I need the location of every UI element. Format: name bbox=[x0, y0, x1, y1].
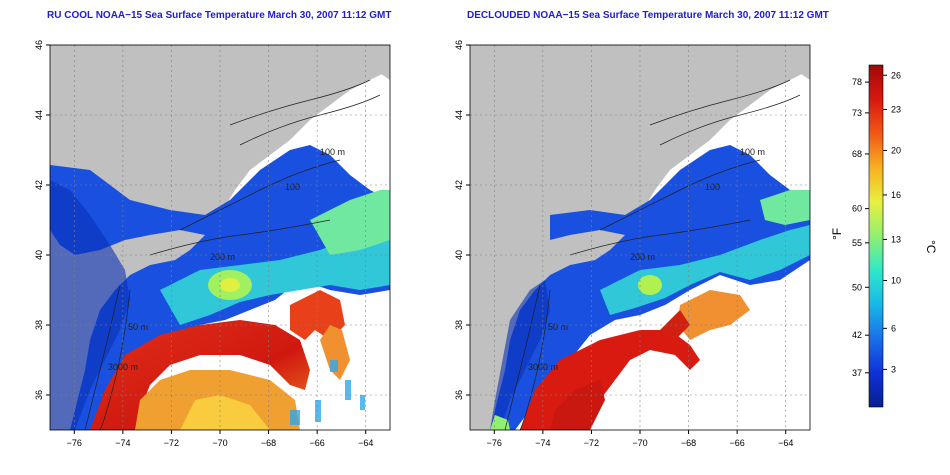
fahrenheit-tick-label: 60 bbox=[852, 204, 862, 214]
contour-label: 100 bbox=[705, 182, 720, 192]
x-tick-label: −74 bbox=[115, 438, 130, 448]
x-tick-label: −70 bbox=[632, 438, 647, 448]
y-tick-label: 42 bbox=[34, 180, 44, 190]
land-mass bbox=[470, 45, 810, 430]
y-tick-label: 38 bbox=[454, 320, 464, 330]
x-tick-label: −66 bbox=[730, 438, 745, 448]
y-tick-label: 42 bbox=[454, 180, 464, 190]
celsius-tick-label: 20 bbox=[891, 146, 901, 156]
left-sst-map: 100 m 100 200 m 50 m 3000 m −76 −74 −72 −70… bbox=[34, 40, 391, 448]
x-tick-label: −76 bbox=[487, 438, 502, 448]
contour-label: 100 bbox=[285, 182, 300, 192]
celsius-tick-label: 26 bbox=[891, 70, 901, 80]
celsius-tick-label: 10 bbox=[891, 275, 901, 285]
fahrenheit-label: °F bbox=[830, 228, 844, 240]
y-tick-label: 46 bbox=[34, 40, 44, 50]
x-tick-label: −64 bbox=[778, 438, 793, 448]
celsius-tick-label: 13 bbox=[891, 234, 901, 244]
x-tick-label: −68 bbox=[681, 438, 696, 448]
contour-label: 100 m bbox=[320, 147, 345, 157]
fahrenheit-tick-label: 37 bbox=[852, 368, 862, 378]
contour-label: 50 m bbox=[128, 322, 148, 332]
colorbar-gradient bbox=[868, 64, 884, 408]
fahrenheit-tick-label: 42 bbox=[852, 330, 862, 340]
y-tick-label: 40 bbox=[454, 250, 464, 260]
fahrenheit-tick-label: 50 bbox=[852, 282, 862, 292]
celsius-tick-label: 16 bbox=[891, 190, 901, 200]
x-tick-label: −76 bbox=[67, 438, 82, 448]
contour-label: 200 m bbox=[630, 252, 655, 262]
y-tick-label: 36 bbox=[34, 390, 44, 400]
celsius-label: °C bbox=[924, 240, 938, 254]
fahrenheit-tick-label: 73 bbox=[852, 108, 862, 118]
right-map-title: DECLOUDED NOAA−15 Sea Surface Temperatur… bbox=[467, 10, 829, 21]
y-tick-label: 36 bbox=[454, 390, 464, 400]
x-tick-label: −72 bbox=[584, 438, 599, 448]
fahrenheit-tick-label: 78 bbox=[852, 77, 862, 87]
left-map-title: RU COOL NOAA−15 Sea Surface Temperature … bbox=[47, 10, 392, 21]
fahrenheit-tick-label: 55 bbox=[852, 238, 862, 248]
fahrenheit-tick-label: 68 bbox=[852, 149, 862, 159]
y-tick-label: 44 bbox=[454, 110, 464, 120]
celsius-tick-label: 6 bbox=[891, 323, 896, 333]
right-sst-map: 100 m 100 200 m 50 m 3000 m −76 −74 −72 −70… bbox=[454, 40, 811, 448]
x-tick-label: −70 bbox=[212, 438, 227, 448]
x-tick-label: −66 bbox=[310, 438, 325, 448]
x-tick-label: −74 bbox=[535, 438, 550, 448]
y-tick-label: 46 bbox=[454, 40, 464, 50]
celsius-tick-label: 3 bbox=[891, 364, 896, 374]
x-tick-label: −72 bbox=[164, 438, 179, 448]
contour-label: 100 m bbox=[740, 147, 765, 157]
contour-label: 200 m bbox=[210, 252, 235, 262]
temperature-colorbar: 78 73 68 60 55 50 42 37 26 23 20 16 13 10 6 3 °F °C bbox=[830, 64, 938, 408]
x-tick-label: −64 bbox=[358, 438, 373, 448]
y-tick-label: 38 bbox=[34, 320, 44, 330]
contour-label: 50 m bbox=[548, 322, 568, 332]
y-tick-label: 40 bbox=[34, 250, 44, 260]
celsius-tick-label: 23 bbox=[891, 104, 901, 114]
land-mass bbox=[50, 45, 390, 430]
gulf-stream-warm-water bbox=[90, 320, 310, 430]
x-tick-label: −68 bbox=[261, 438, 276, 448]
y-tick-label: 44 bbox=[34, 110, 44, 120]
